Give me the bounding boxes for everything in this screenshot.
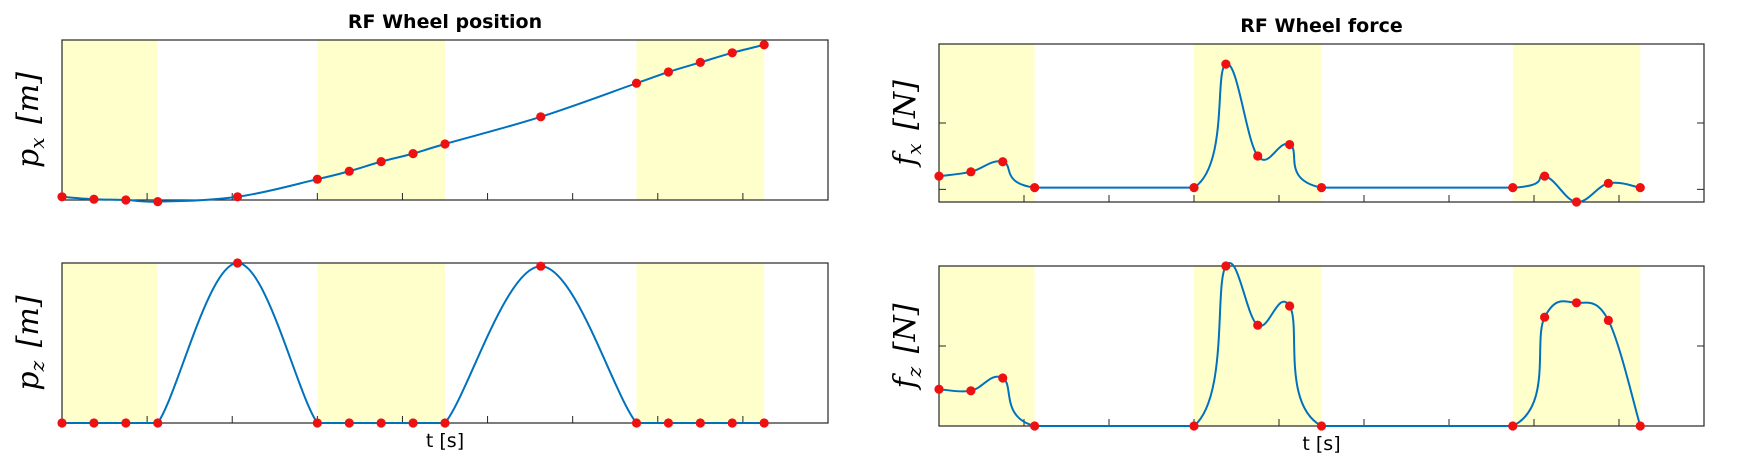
y-axis-label: pz [m] (11, 295, 49, 390)
data-point (1189, 183, 1199, 193)
data-point (1253, 320, 1263, 330)
data-point (1540, 171, 1550, 181)
chart-title: RF Wheel position (348, 11, 542, 33)
panel-2: t [s] pz [m] (11, 258, 829, 452)
data-point (663, 67, 674, 77)
y-axis-label: px [m] (11, 72, 49, 168)
data-point (312, 418, 322, 428)
data-point (1221, 261, 1231, 271)
data-point (1030, 183, 1040, 193)
x-axis-label: t [s] (1302, 433, 1340, 455)
stance-phase-band (1512, 44, 1641, 202)
stance-phase-band (939, 266, 1035, 426)
data-point (1508, 421, 1518, 431)
data-point (232, 192, 243, 202)
data-point (1189, 421, 1199, 431)
data-point (998, 373, 1008, 383)
data-point (408, 418, 418, 428)
data-point (695, 418, 705, 428)
data-point (663, 418, 674, 428)
data-point (1316, 421, 1327, 431)
data-point (934, 384, 944, 394)
data-point (631, 418, 642, 428)
chart-title: RF Wheel force (1240, 15, 1402, 37)
data-point (121, 195, 131, 205)
data-point (536, 261, 546, 271)
series-line (61, 43, 765, 203)
data-point (966, 386, 976, 396)
data-point (408, 149, 418, 159)
data-point (344, 418, 354, 428)
data-point (1603, 315, 1613, 325)
data-point (727, 48, 737, 58)
data-point (153, 197, 163, 207)
panel-3: RF Wheel force fx [N] (888, 15, 1705, 207)
data-point (312, 174, 322, 184)
data-point (1635, 183, 1645, 193)
data-point (1285, 139, 1295, 150)
data-point (1571, 298, 1582, 308)
stance-phase-band (939, 44, 1035, 202)
data-point (440, 418, 450, 428)
series-line (938, 262, 1642, 428)
data-point (1285, 301, 1295, 311)
data-point (153, 418, 163, 428)
axes-frame (61, 39, 829, 201)
data-point (1221, 59, 1231, 69)
stance-phase-band (317, 40, 445, 200)
data-point (1571, 197, 1582, 207)
data-point (695, 57, 705, 67)
data-point (376, 157, 386, 167)
stance-phase-band (1194, 44, 1322, 202)
stance-phase-band (317, 263, 445, 423)
data-point (1253, 151, 1263, 161)
data-point (121, 418, 131, 428)
y-axis-label: fz [N] (888, 303, 926, 390)
data-point (759, 418, 769, 428)
data-point (89, 418, 99, 428)
data-point (934, 171, 944, 181)
data-point (966, 167, 976, 177)
stance-phase-band (62, 263, 158, 423)
data-point (344, 166, 354, 176)
stance-phase-band (62, 40, 158, 200)
x-axis-label: t [s] (426, 430, 464, 452)
stance-phase-band (636, 263, 765, 423)
data-point (57, 418, 67, 428)
series-line (938, 63, 1641, 204)
data-point (1603, 178, 1613, 188)
data-point (57, 192, 67, 202)
panel-4: t [s] fz [N] (888, 261, 1705, 455)
data-point (1316, 183, 1327, 193)
data-point (440, 139, 450, 149)
data-point (1635, 421, 1645, 431)
data-point (376, 418, 386, 428)
panel-1: RF Wheel position px [m] (11, 11, 829, 207)
data-point (1030, 421, 1040, 431)
data-point (759, 40, 769, 50)
data-point (631, 78, 642, 88)
data-point (1540, 312, 1550, 322)
data-point (998, 157, 1008, 167)
data-point (232, 258, 243, 268)
data-point (536, 112, 546, 122)
data-point (1508, 183, 1518, 193)
y-axis-label: fx [N] (888, 80, 926, 168)
data-point (727, 418, 737, 428)
stance-phase-band (1512, 266, 1641, 426)
data-point (89, 194, 99, 204)
